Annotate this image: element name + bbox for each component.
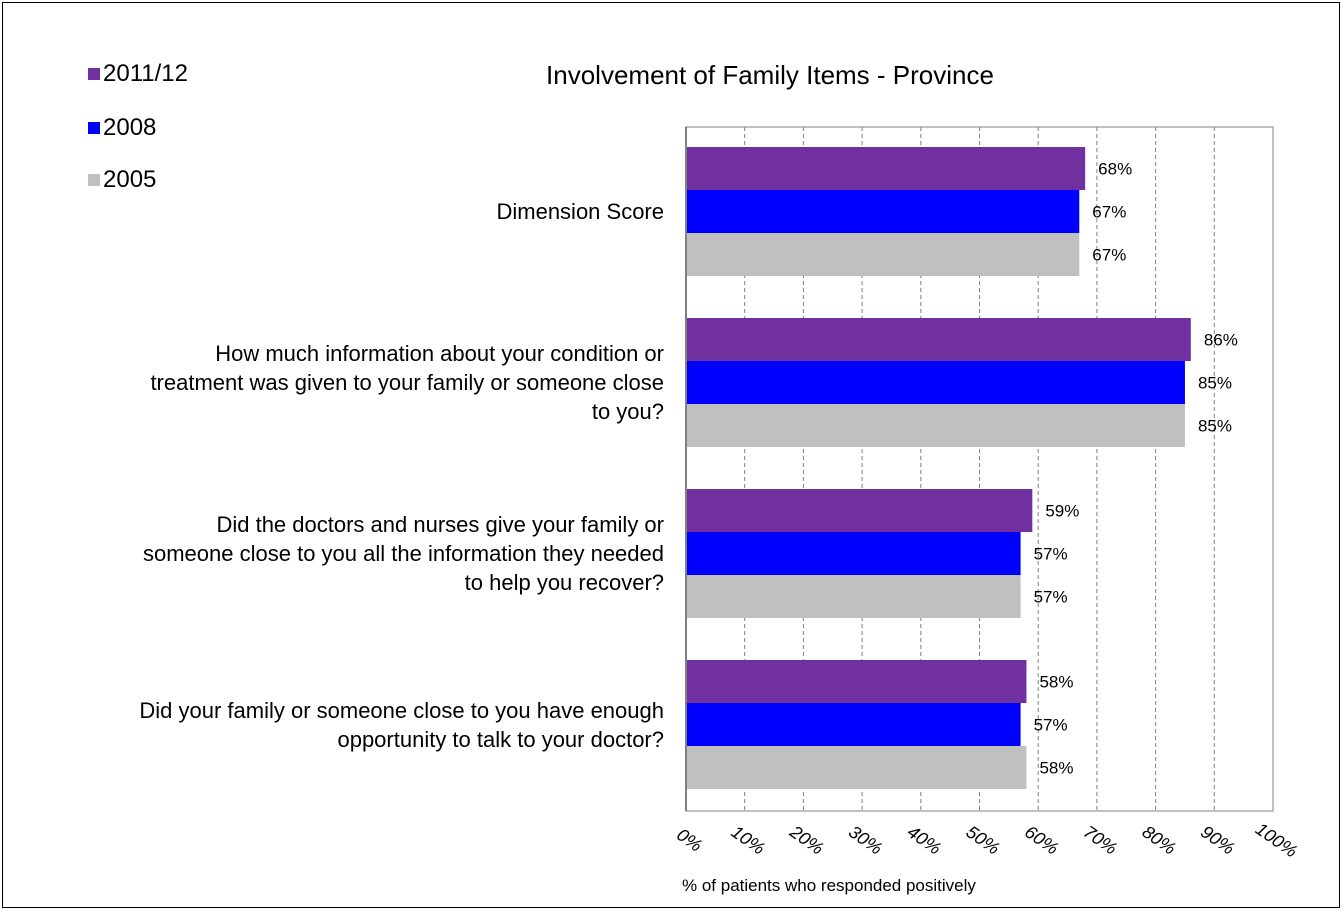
x-tick-label: 60% (1021, 822, 1062, 859)
data-label: 68% (1098, 160, 1132, 179)
x-tick-label: 80% (1139, 822, 1180, 859)
x-tick-label: 40% (904, 822, 945, 859)
category-label: Dimension Score (4, 197, 664, 226)
data-label: 57% (1034, 716, 1068, 735)
x-tick-label: 70% (1080, 822, 1121, 859)
bar (687, 233, 1080, 276)
legend-item-2005: 2005 (88, 166, 157, 193)
x-tick-label: 10% (728, 822, 769, 859)
category-label-line: to you? (591, 399, 664, 424)
legend-item-2011-12: 2011/12 (88, 60, 188, 87)
legend-label: 2011/12 (103, 60, 188, 87)
data-label: 85% (1198, 374, 1232, 393)
data-label: 58% (1039, 673, 1073, 692)
x-tick-label: 0% (673, 824, 706, 855)
x-tick-label: 30% (845, 822, 886, 859)
data-label: 57% (1034, 588, 1068, 607)
category-label-line: to help you recover? (464, 570, 664, 595)
category-label-line: Did the doctors and nurses give your fam… (216, 512, 664, 537)
data-label: 85% (1198, 417, 1232, 436)
category-label-line: someone close to you all the information… (143, 541, 664, 566)
category-label-line: How much information about your conditio… (215, 341, 664, 366)
category-label-line: treatment was given to your family or so… (150, 370, 664, 395)
legend-swatch (88, 122, 100, 134)
data-label: 86% (1204, 331, 1238, 350)
data-label: 59% (1045, 502, 1079, 521)
bar (687, 575, 1021, 618)
bar (687, 190, 1080, 233)
category-label-line: opportunity to talk to your doctor? (337, 726, 664, 752)
category-label-line: Did your family or someone close to you … (139, 697, 664, 723)
category-label-line: Dimension Score (496, 199, 664, 224)
legend-swatch (88, 68, 100, 80)
bar (687, 703, 1021, 746)
data-label: 58% (1039, 759, 1073, 778)
data-label: 57% (1034, 545, 1068, 564)
bar (687, 404, 1185, 447)
bar (687, 361, 1185, 404)
category-label: Did your family or someone close to you … (4, 696, 664, 754)
x-tick-label: 20% (786, 821, 828, 859)
legend-item-2008: 2008 (88, 114, 157, 141)
bar (687, 532, 1021, 575)
chart-title: Involvement of Family Items - Province (546, 60, 994, 90)
legend-label: 2008 (103, 114, 157, 141)
x-tick-label: 50% (962, 822, 1003, 859)
x-axis-title: % of patients who responded positively (682, 876, 976, 895)
bar (687, 660, 1027, 703)
bar (687, 318, 1191, 361)
bar (687, 746, 1027, 789)
x-tick-label: 90% (1197, 822, 1238, 859)
category-label: How much information about your conditio… (4, 339, 664, 426)
category-label: Did the doctors and nurses give your fam… (4, 510, 664, 597)
bar (687, 147, 1086, 190)
data-label: 67% (1092, 203, 1126, 222)
bar (687, 489, 1033, 532)
x-tick-label: 100% (1252, 819, 1301, 862)
legend-label: 2005 (103, 166, 157, 193)
data-label: 67% (1092, 246, 1126, 265)
legend-swatch (88, 174, 100, 186)
